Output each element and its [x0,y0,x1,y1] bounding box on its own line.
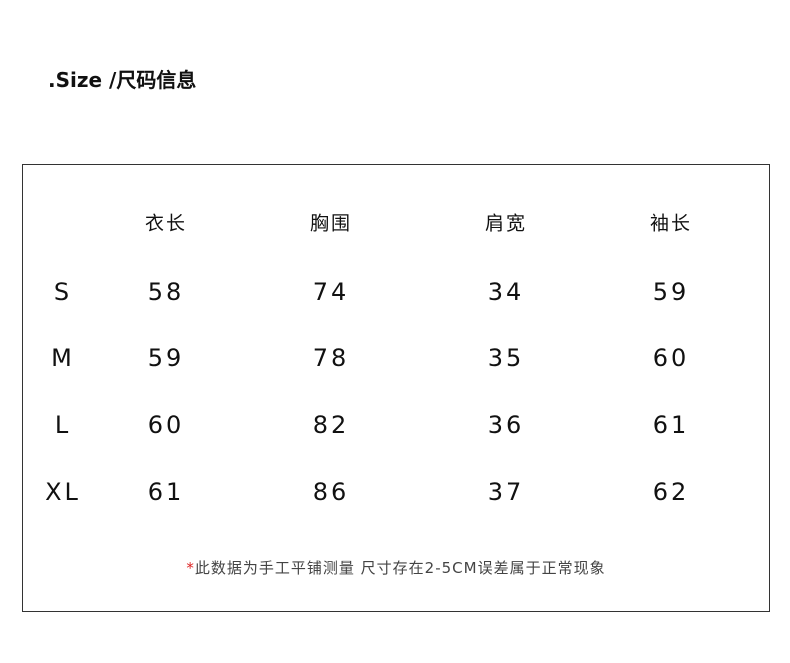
size-label: L [54,411,72,439]
size-label: S [53,278,73,306]
table-cell: 78 [312,344,350,372]
note: *此数据为手工平铺测量 尺寸存在2-5CM误差属于正常现象 [23,557,769,578]
size-label: M [51,344,75,372]
table-cell: 58 [147,278,185,306]
table-cell: 62 [652,478,690,506]
table-cell: 36 [487,411,525,439]
table-cell: 60 [147,411,185,439]
table-cell: 59 [652,278,690,306]
note-mark: * [186,559,195,577]
size-label: XL [45,478,81,506]
column-header: 衣长 [144,212,188,235]
column-header: 肩宽 [484,212,528,235]
table-cell: 86 [312,478,350,506]
table-cell: 74 [312,278,350,306]
table-cell: 59 [147,344,185,372]
table-cell: 37 [487,478,525,506]
table-cell: 61 [147,478,185,506]
column-header: 胸围 [309,212,353,235]
table-cell: 60 [652,344,690,372]
table-cell: 34 [487,278,525,306]
size-table: *此数据为手工平铺测量 尺寸存在2-5CM误差属于正常现象 衣长 胸围 肩宽 袖长 S 5… [22,164,770,612]
table-cell: 61 [652,411,690,439]
table-cell: 35 [487,344,525,372]
column-header: 袖长 [649,212,693,235]
note-text: 此数据为手工平铺测量 尺寸存在2-5CM误差属于正常现象 [194,559,606,577]
table-cell: 82 [312,411,350,439]
page-title: .Size /尺码信息 [48,68,197,92]
